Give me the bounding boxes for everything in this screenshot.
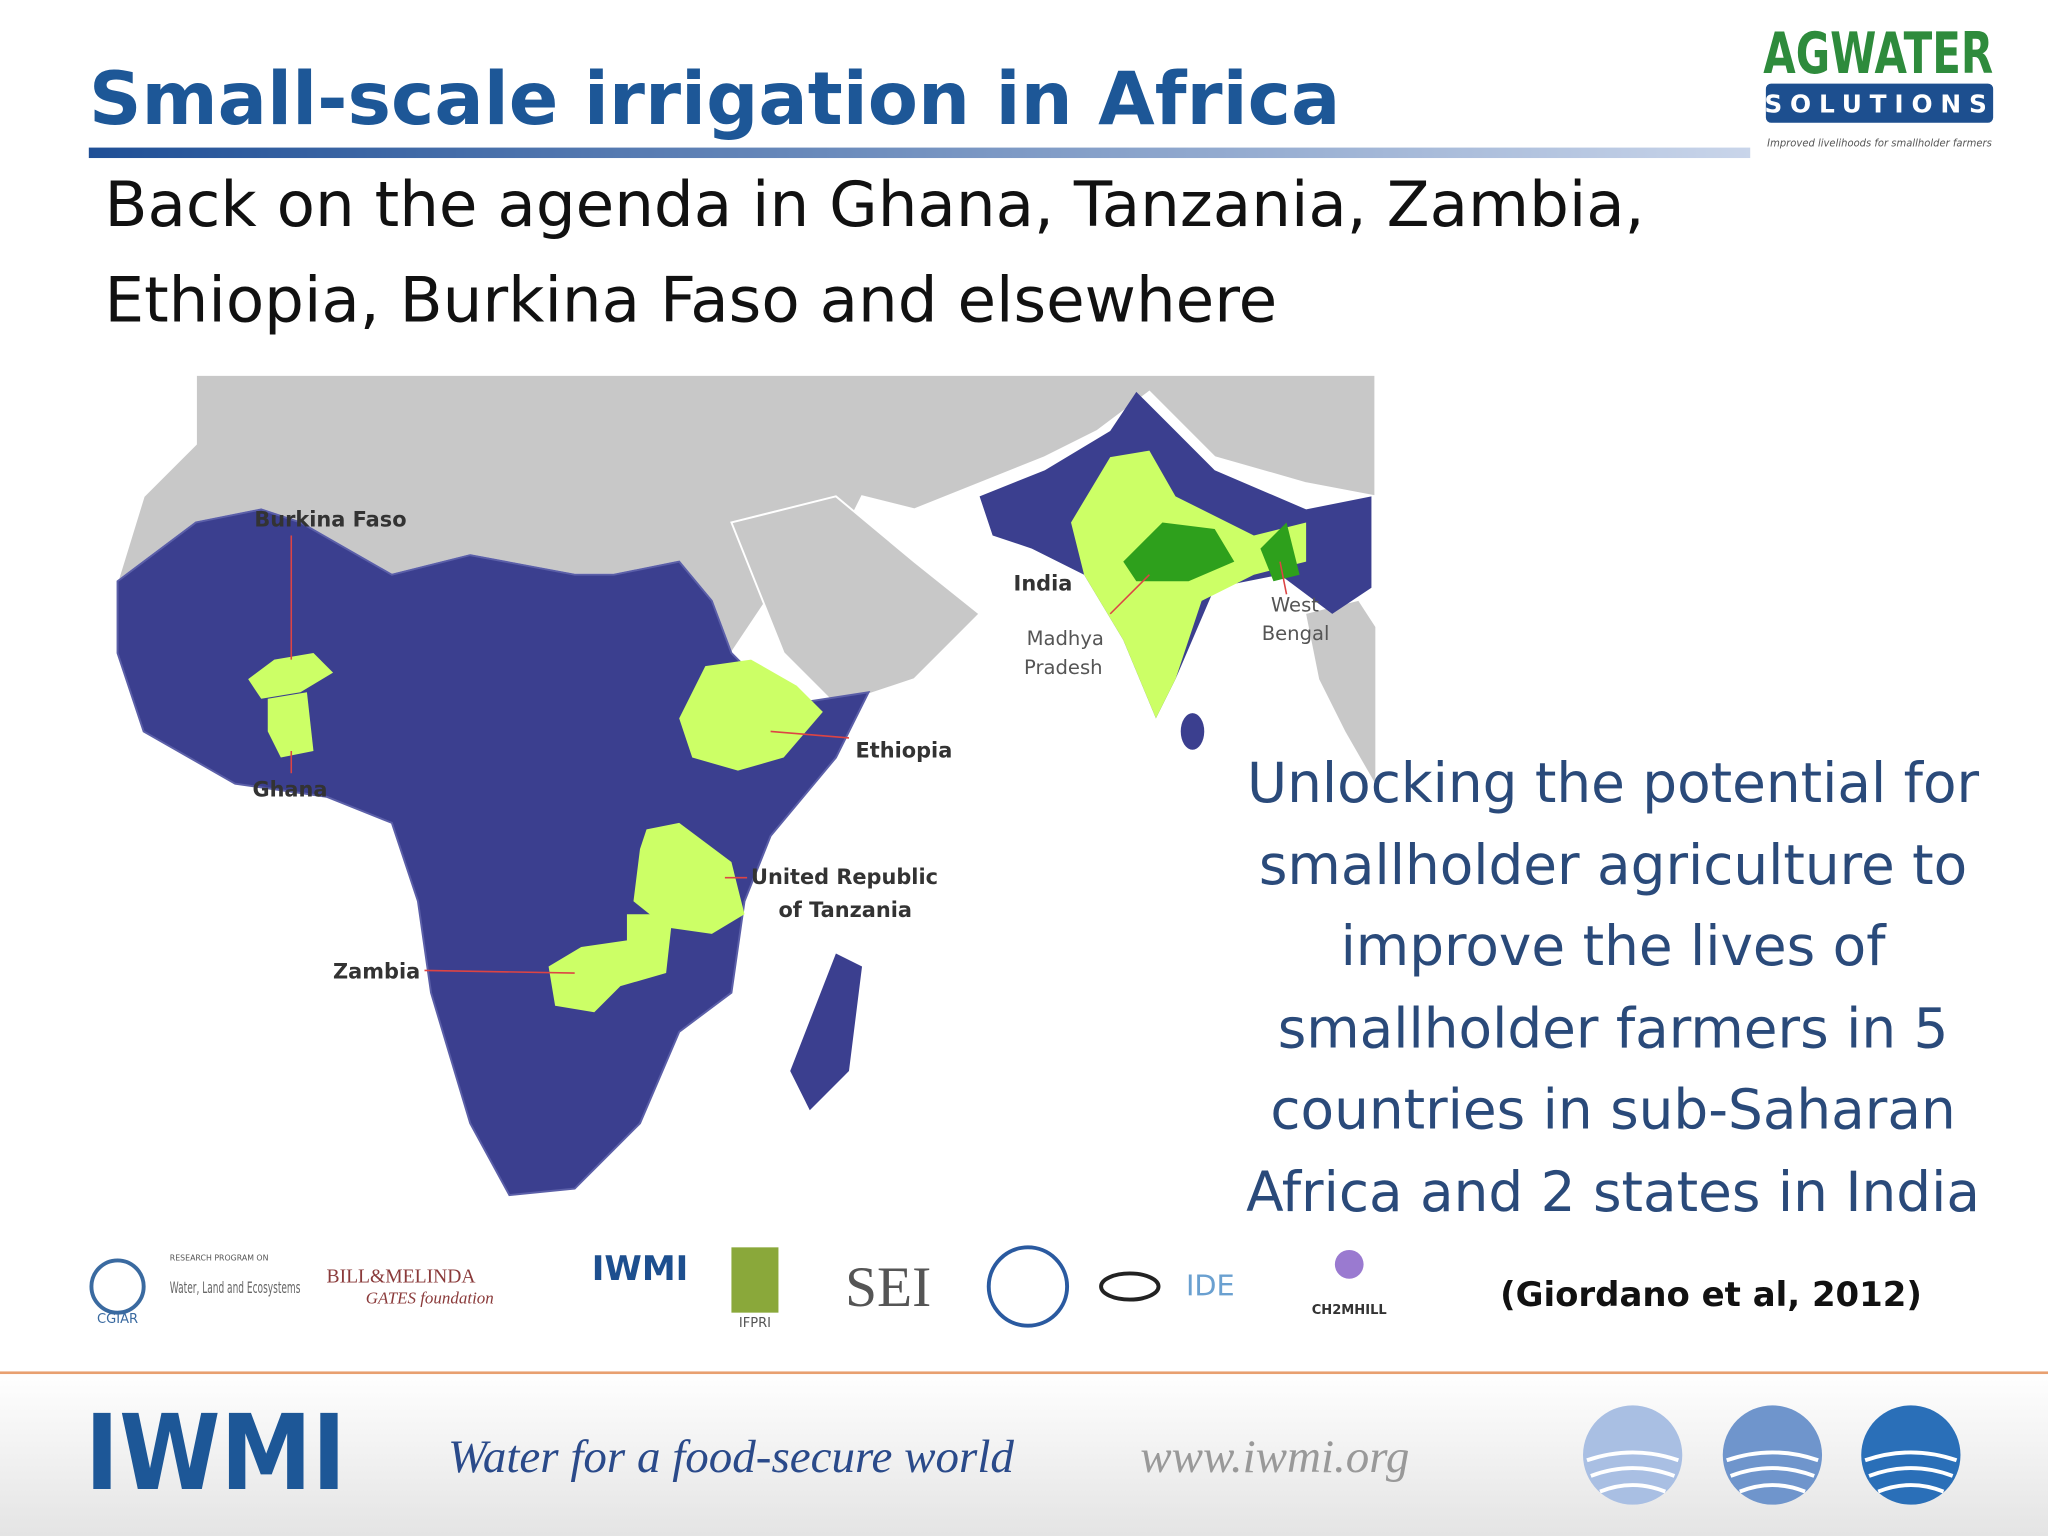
ide-eye xyxy=(1099,1271,1161,1302)
footer-circle xyxy=(1583,1405,1683,1505)
subtitle-line: Back on the agenda in Ghana, Tanzania, Z… xyxy=(104,168,1644,241)
footer-url: www.iwmi.org xyxy=(1140,1431,1409,1483)
map-label: Ghana xyxy=(252,778,327,802)
agwater-logo: AGWATER SOLUTIONS Improved livelihoods f… xyxy=(1763,20,1994,149)
logo-tagline: SOLUTIONS xyxy=(1764,89,1994,118)
note-line: smallholder farmers in 5 xyxy=(1278,997,1949,1061)
ifpri-icon xyxy=(731,1247,779,1313)
partner-text: IDE xyxy=(1186,1269,1235,1303)
map-west-bengal xyxy=(1260,522,1300,582)
citation: (Giordano et al, 2012) xyxy=(1500,1275,1922,1315)
map-sri-lanka xyxy=(1180,713,1205,750)
map-label: Madhya xyxy=(1027,627,1104,650)
footer-circle xyxy=(1722,1405,1823,1505)
footer-slogan: Water for a food-secure world xyxy=(448,1431,1014,1483)
map-label: Bengal xyxy=(1262,622,1330,645)
partner-logos: CGIAR RESEARCH PROGRAM ON Water, Land an… xyxy=(89,1245,1387,1331)
map-ghana xyxy=(267,692,314,758)
footer-band xyxy=(0,1371,2048,1536)
partner-text: IWMI xyxy=(592,1249,688,1289)
note-line: improve the lives of xyxy=(1341,914,1888,978)
map-madhya-pradesh xyxy=(1123,522,1235,582)
note-line: smallholder agriculture to xyxy=(1259,833,1967,897)
footer-rule xyxy=(0,1371,2048,1375)
footer-circle xyxy=(1861,1405,1961,1505)
map-label: India xyxy=(1014,571,1073,595)
logo-band xyxy=(1765,83,1994,123)
note-line: Unlocking the potential for xyxy=(1247,751,1980,815)
map-label: Burkina Faso xyxy=(254,507,406,531)
map-label: United Republic xyxy=(751,865,938,889)
map-madagascar xyxy=(790,953,863,1111)
note-line: Africa and 2 states in India xyxy=(1246,1160,1980,1224)
partner-text: BILL&MELINDA xyxy=(327,1267,476,1288)
map: Burkina Faso Ghana Ethiopia United Repub… xyxy=(111,373,1377,1202)
subtitle-line: Ethiopia, Burkina Faso and elsewhere xyxy=(104,263,1277,336)
footer-org: IWMI xyxy=(85,1392,346,1514)
title-underline xyxy=(88,147,1751,159)
map-india xyxy=(1071,450,1307,719)
logo-motto: Improved livelihoods for smallholder far… xyxy=(1767,137,1992,149)
partner-text: IFPRI xyxy=(739,1316,771,1331)
fao-icon xyxy=(986,1245,1070,1328)
partner-text: SEI xyxy=(845,1256,931,1319)
map-label: West xyxy=(1271,593,1319,616)
map-label: Zambia xyxy=(333,959,420,983)
map-zambia xyxy=(548,914,673,1013)
map-ethiopia xyxy=(679,659,823,771)
logo-name: AGWATER xyxy=(1763,20,1993,87)
map-label: of Tanzania xyxy=(778,898,912,922)
map-seasia xyxy=(1306,600,1376,784)
map-burkina-faso xyxy=(248,653,334,699)
map-label: Pradesh xyxy=(1024,656,1103,679)
partner-text: Water, Land and Ecosystems xyxy=(170,1278,301,1297)
map-label: Ethiopia xyxy=(856,739,953,763)
partner-text: RESEARCH PROGRAM ON xyxy=(170,1253,269,1262)
partner-text: CH2MHILL xyxy=(1312,1303,1387,1318)
partner-text: CGIAR xyxy=(97,1312,138,1327)
map-arabia xyxy=(730,495,982,707)
map-tanzania xyxy=(633,822,745,934)
cgiar-icon xyxy=(89,1258,146,1315)
note-line: countries in sub-Saharan xyxy=(1270,1077,1955,1141)
title: Small-scale irrigation in Africa xyxy=(89,57,1341,142)
partner-text: GATES foundation xyxy=(366,1289,494,1308)
ch2m-icon xyxy=(1334,1249,1364,1279)
